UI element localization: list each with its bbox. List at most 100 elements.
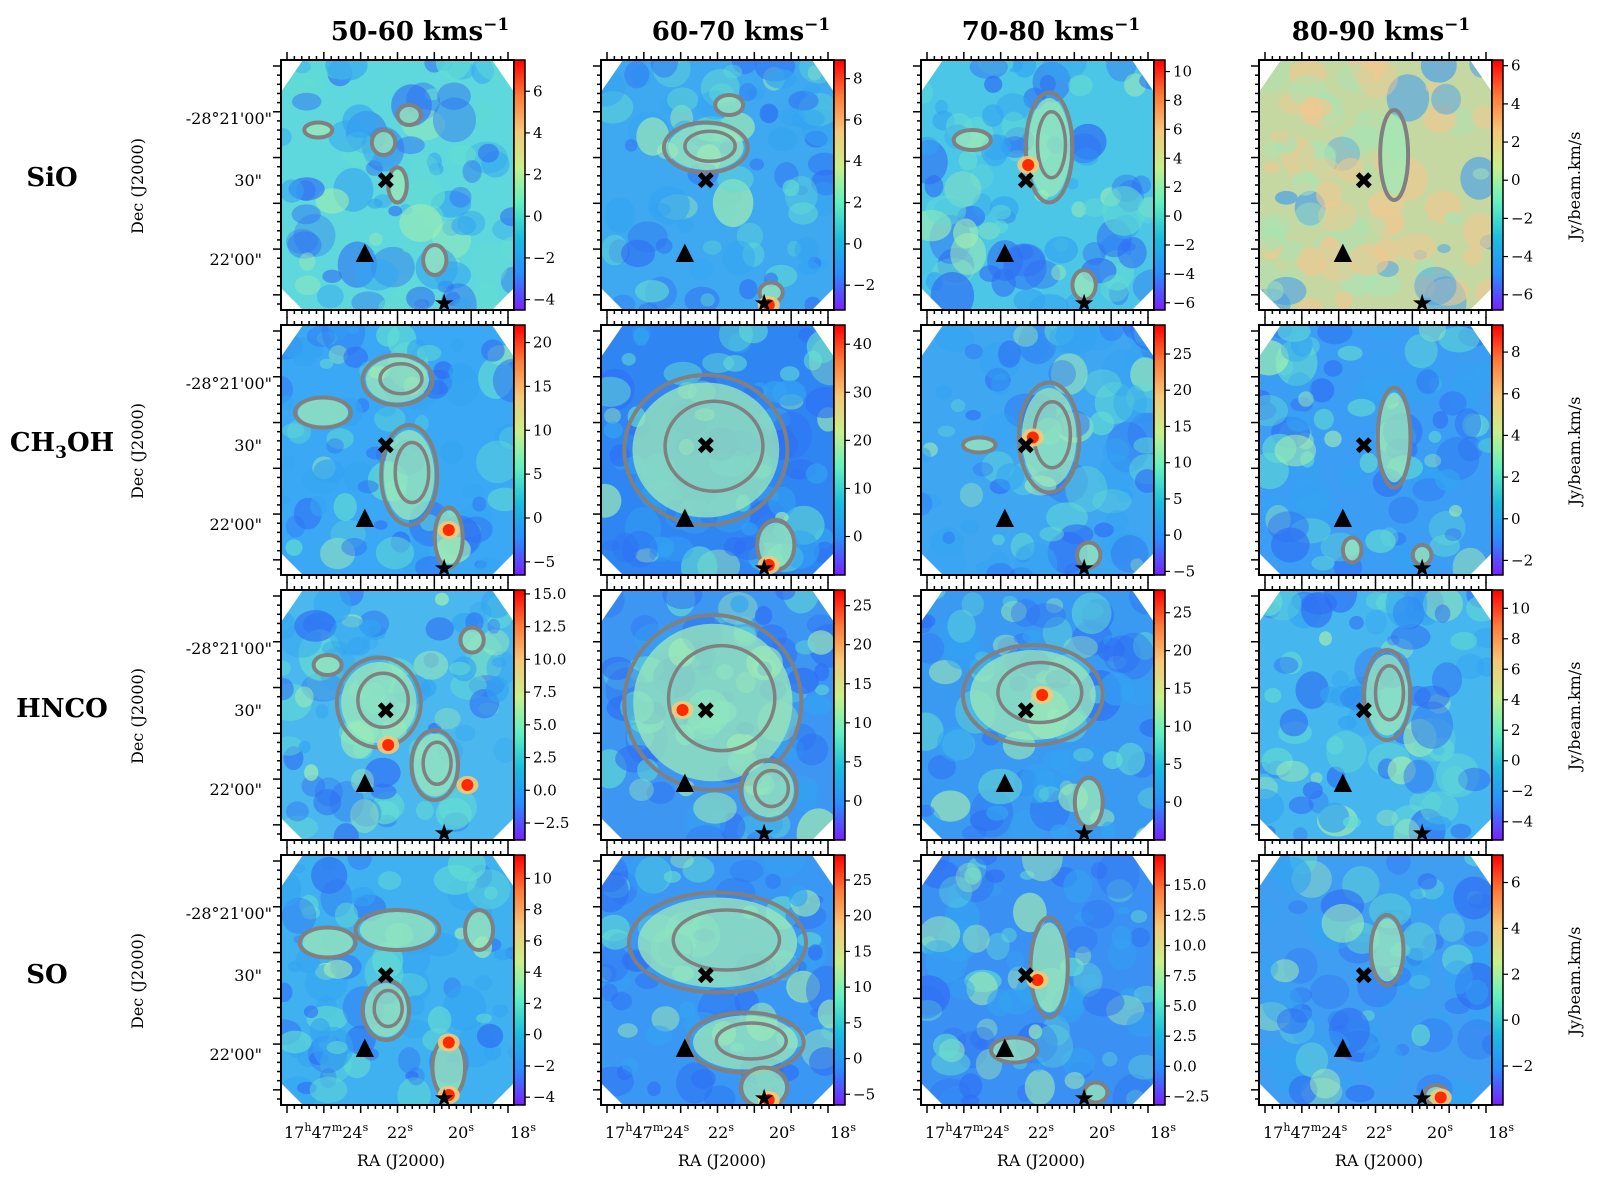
noise-patch: [935, 99, 948, 115]
colorbar-tick-label: −5: [533, 553, 555, 571]
noise-patch: [1416, 369, 1440, 394]
noise-patch: [921, 804, 935, 817]
contour-line: [622, 613, 804, 792]
noise-patch: [985, 367, 1011, 392]
noise-patch: [1294, 202, 1327, 228]
intensity-map: [601, 855, 834, 1105]
emission-region: [964, 438, 994, 452]
colorbar-tick-label: 2.5: [1173, 1027, 1197, 1045]
noise-patch: [604, 197, 635, 234]
noise-patch: [1464, 414, 1490, 437]
colorbar-tick-label: 6: [533, 82, 543, 100]
noise-patch: [806, 330, 834, 364]
noise-patch: [962, 825, 987, 840]
noise-patch: [351, 291, 386, 310]
colorbar-tick-label: 15.0: [1173, 876, 1206, 894]
noise-patch: [351, 798, 382, 827]
noise-patch: [341, 537, 368, 557]
noise-patch: [1106, 879, 1133, 903]
colorbar-gradient: [1153, 324, 1166, 576]
noise-patch: [630, 615, 659, 641]
noise-patch: [1381, 877, 1424, 921]
colorbar-tick-label: 2: [1511, 468, 1521, 486]
noise-patch: [413, 650, 449, 680]
noise-patch: [281, 897, 317, 934]
colorbar-tick-label: 0: [533, 509, 543, 527]
column-header-50-60: 50-60 kms−1: [331, 15, 509, 47]
noise-patch: [1406, 947, 1424, 966]
intensity-map: [921, 60, 1154, 310]
noise-patch: [803, 83, 821, 96]
colorbar-tick-label: 0: [853, 235, 863, 253]
colorbar-tick-label: −2: [1511, 1057, 1533, 1075]
noise-patch: [921, 81, 934, 104]
source-markers: ✖ ▲ ★: [356, 432, 455, 582]
star-marker-icon: ★: [753, 289, 775, 317]
colorbar-tick-label: 25: [853, 597, 872, 615]
noise-patch: [1117, 906, 1130, 915]
noise-patch: [1086, 747, 1105, 761]
map-panel-sio-2: ✖ ▲ ★ −2 0 2 4 6 8: [593, 52, 875, 318]
emission-region: [1413, 546, 1431, 564]
noise-patch: [281, 395, 295, 410]
contour-line: [738, 1065, 790, 1105]
noise-patch: [451, 338, 465, 353]
colorbar-gradient: [513, 854, 526, 1106]
noise-patch: [817, 999, 834, 1029]
noise-patch: [612, 532, 639, 563]
emission-region: [1073, 271, 1095, 299]
colorbar-tick-label: 5: [853, 753, 863, 771]
contour-line: [988, 1035, 1040, 1065]
noise-patch: [1073, 962, 1103, 997]
colorbar: −5 0 5 10 15 20: [513, 324, 555, 576]
colorbar-tick-label: 5: [1173, 755, 1183, 773]
noise-patch: [772, 380, 807, 407]
noise-patch: [921, 139, 948, 185]
triangle-marker-icon: ▲: [676, 502, 695, 530]
noise-patch: [621, 353, 636, 366]
noise-patch: [742, 242, 765, 267]
emission-region: [993, 1038, 1036, 1062]
noise-patch: [1349, 615, 1364, 630]
star-marker-icon: ★: [433, 819, 455, 847]
noise-patch: [693, 792, 737, 824]
noise-patch: [678, 1001, 696, 1019]
cross-marker-icon: ✖: [1016, 167, 1036, 195]
noise-patch: [782, 179, 800, 197]
colorbar-tick-label: 10: [1173, 63, 1192, 81]
noise-patch: [1356, 217, 1386, 236]
noise-patch: [805, 463, 828, 484]
emission-region: [398, 106, 420, 124]
noise-patch: [1472, 627, 1492, 649]
source-markers: ✖ ▲ ★: [356, 697, 455, 847]
noise-patch: [932, 1033, 960, 1059]
noise-patch: [649, 536, 675, 558]
y-tick-label: -28°21'00": [186, 374, 272, 393]
noise-patch: [1073, 748, 1094, 762]
noise-patch: [333, 823, 359, 840]
noise-patch: [299, 252, 316, 271]
colorbar-tick-label: 15: [1173, 417, 1192, 435]
y-tick-label: -28°21'00": [186, 904, 272, 923]
colorbar-tick-label: 5.0: [1173, 997, 1197, 1015]
triangle-marker-icon: ▲: [996, 502, 1015, 530]
noise-patch: [1081, 899, 1115, 929]
noise-patch: [1113, 383, 1147, 423]
triangle-marker-icon: ▲: [1334, 1032, 1353, 1060]
noise-patch: [1317, 325, 1353, 345]
map-panel-sio-1: ✖ ▲ ★ −4 −2 0 2 4 6: [273, 52, 555, 318]
noise-patch: [1319, 147, 1337, 159]
noise-patch: [321, 325, 366, 357]
noise-patch: [1458, 767, 1491, 792]
cross-marker-icon: ✖: [1016, 432, 1036, 460]
noise-patch: [801, 108, 834, 147]
noise-patch: [1074, 911, 1094, 923]
noise-patch: [429, 162, 444, 176]
noise-patch: [1068, 74, 1093, 97]
colorbar: −4 −2 0 2 4 6: [513, 59, 555, 311]
star-marker-icon: ★: [433, 554, 455, 582]
triangle-marker-icon: ▲: [356, 767, 375, 795]
star-marker-icon: ★: [1073, 554, 1095, 582]
noise-patch: [1327, 1010, 1349, 1030]
noise-patch: [667, 87, 699, 113]
